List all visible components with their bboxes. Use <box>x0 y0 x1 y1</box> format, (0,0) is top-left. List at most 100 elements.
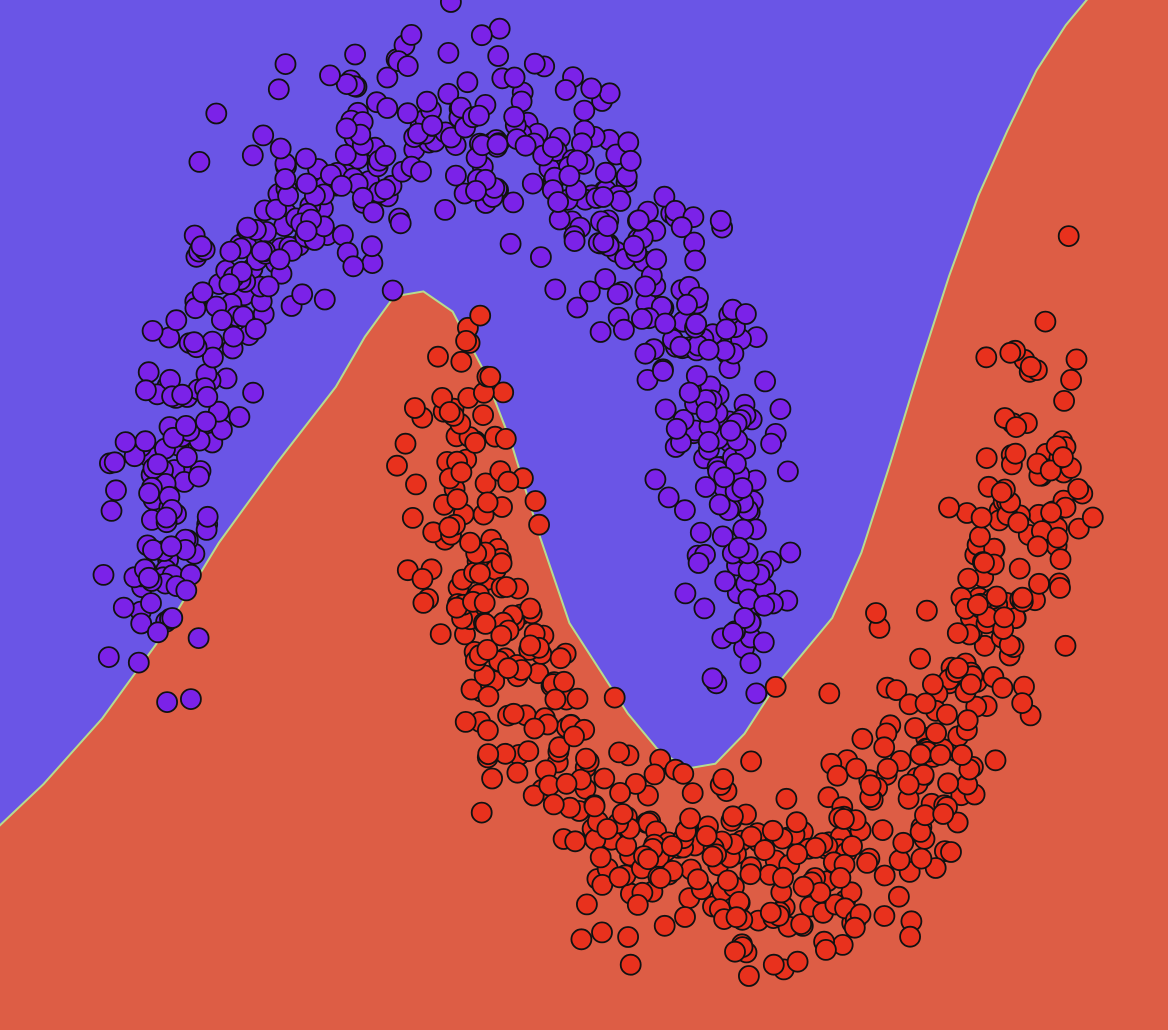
class-0-point <box>693 597 716 620</box>
class-1-point <box>394 432 417 455</box>
class-0-point <box>137 566 160 589</box>
class-1-point <box>477 685 500 708</box>
class-0-point <box>134 379 157 402</box>
class-0-point <box>171 383 194 406</box>
class-1-point <box>473 592 496 614</box>
class-1-point <box>786 843 809 865</box>
class-0-point <box>228 406 251 428</box>
class-1-point <box>785 811 808 834</box>
class-1-point <box>523 717 546 740</box>
class-1-point <box>815 939 837 961</box>
class-0-point <box>760 432 782 455</box>
class-1-point <box>1067 478 1090 500</box>
class-0-point <box>175 579 198 602</box>
class-1-point <box>589 846 612 869</box>
class-1-point <box>722 805 744 828</box>
class-1-point <box>542 793 565 816</box>
class-0-point <box>265 198 288 221</box>
class-0-point <box>684 249 707 272</box>
class-1-point <box>468 562 491 585</box>
class-1-point <box>681 782 704 804</box>
class-0-point <box>319 64 341 87</box>
class-1-point <box>495 576 518 598</box>
class-1-point <box>865 602 887 624</box>
class-1-point <box>947 657 969 679</box>
class-1-point <box>476 719 499 742</box>
class-1-point <box>1011 586 1034 609</box>
class-1-point <box>843 916 866 939</box>
class-0-point <box>274 168 297 190</box>
class-1-point <box>1007 511 1030 534</box>
class-0-point <box>376 66 399 89</box>
class-0-point <box>752 631 775 654</box>
class-0-point <box>183 331 206 354</box>
class-0-point <box>617 131 640 154</box>
class-1-point <box>674 906 696 928</box>
class-1-point <box>739 863 762 886</box>
class-1-point <box>469 304 492 327</box>
class-0-point <box>187 627 210 649</box>
class-1-point <box>1049 548 1072 571</box>
class-0-point <box>722 622 744 644</box>
class-0-point <box>134 430 157 453</box>
class-1-point <box>528 513 550 536</box>
class-0-point <box>396 55 419 77</box>
class-0-point <box>381 279 404 302</box>
class-1-point <box>761 819 784 842</box>
class-0-point <box>554 79 577 101</box>
class-1-point <box>1049 577 1071 599</box>
class-0-point <box>503 66 526 89</box>
class-1-point <box>643 763 666 786</box>
class-0-point <box>130 612 153 635</box>
class-0-point <box>488 17 511 40</box>
class-1-point <box>401 507 424 529</box>
class-1-point <box>991 676 1014 699</box>
class-1-point <box>897 773 920 796</box>
class-0-point <box>709 209 732 232</box>
class-0-point <box>544 278 567 301</box>
class-1-point <box>772 866 794 889</box>
class-1-point <box>1040 501 1062 524</box>
class-1-point <box>873 864 896 887</box>
class-0-point <box>242 381 265 404</box>
class-0-point <box>196 385 219 408</box>
class-1-point <box>738 965 760 987</box>
class-1-point <box>932 803 955 825</box>
class-1-point <box>576 893 598 916</box>
class-0-point <box>295 220 318 243</box>
class-1-point <box>479 365 502 388</box>
class-0-point <box>779 541 802 564</box>
class-0-point <box>236 216 259 239</box>
class-1-point <box>957 567 980 590</box>
class-0-point <box>678 381 701 404</box>
class-1-point <box>494 427 517 450</box>
class-1-point <box>591 921 613 944</box>
class-1-point <box>481 767 504 790</box>
class-0-point <box>437 42 460 64</box>
class-0-point <box>592 186 615 208</box>
class-0-point <box>596 215 619 238</box>
class-0-point <box>503 105 526 128</box>
class-0-point <box>416 90 438 113</box>
class-0-point <box>142 539 164 561</box>
class-1-point <box>1046 526 1069 549</box>
class-1-point <box>619 953 642 976</box>
class-1-point <box>975 346 998 369</box>
class-1-point <box>999 341 1022 364</box>
class-0-point <box>486 133 509 156</box>
class-1-point <box>1052 446 1074 469</box>
class-0-point <box>674 582 697 605</box>
class-0-point <box>687 552 710 574</box>
class-0-point <box>222 325 245 348</box>
class-0-point <box>161 607 184 629</box>
class-0-point <box>295 172 318 195</box>
class-0-point <box>754 370 776 393</box>
class-0-point <box>627 209 650 232</box>
class-1-point <box>1008 557 1031 580</box>
class-0-point <box>187 465 210 488</box>
class-1-point <box>937 772 959 795</box>
class-0-point <box>456 71 479 94</box>
class-1-point <box>833 808 855 830</box>
class-0-point <box>731 477 754 499</box>
class-1-point <box>548 736 571 759</box>
